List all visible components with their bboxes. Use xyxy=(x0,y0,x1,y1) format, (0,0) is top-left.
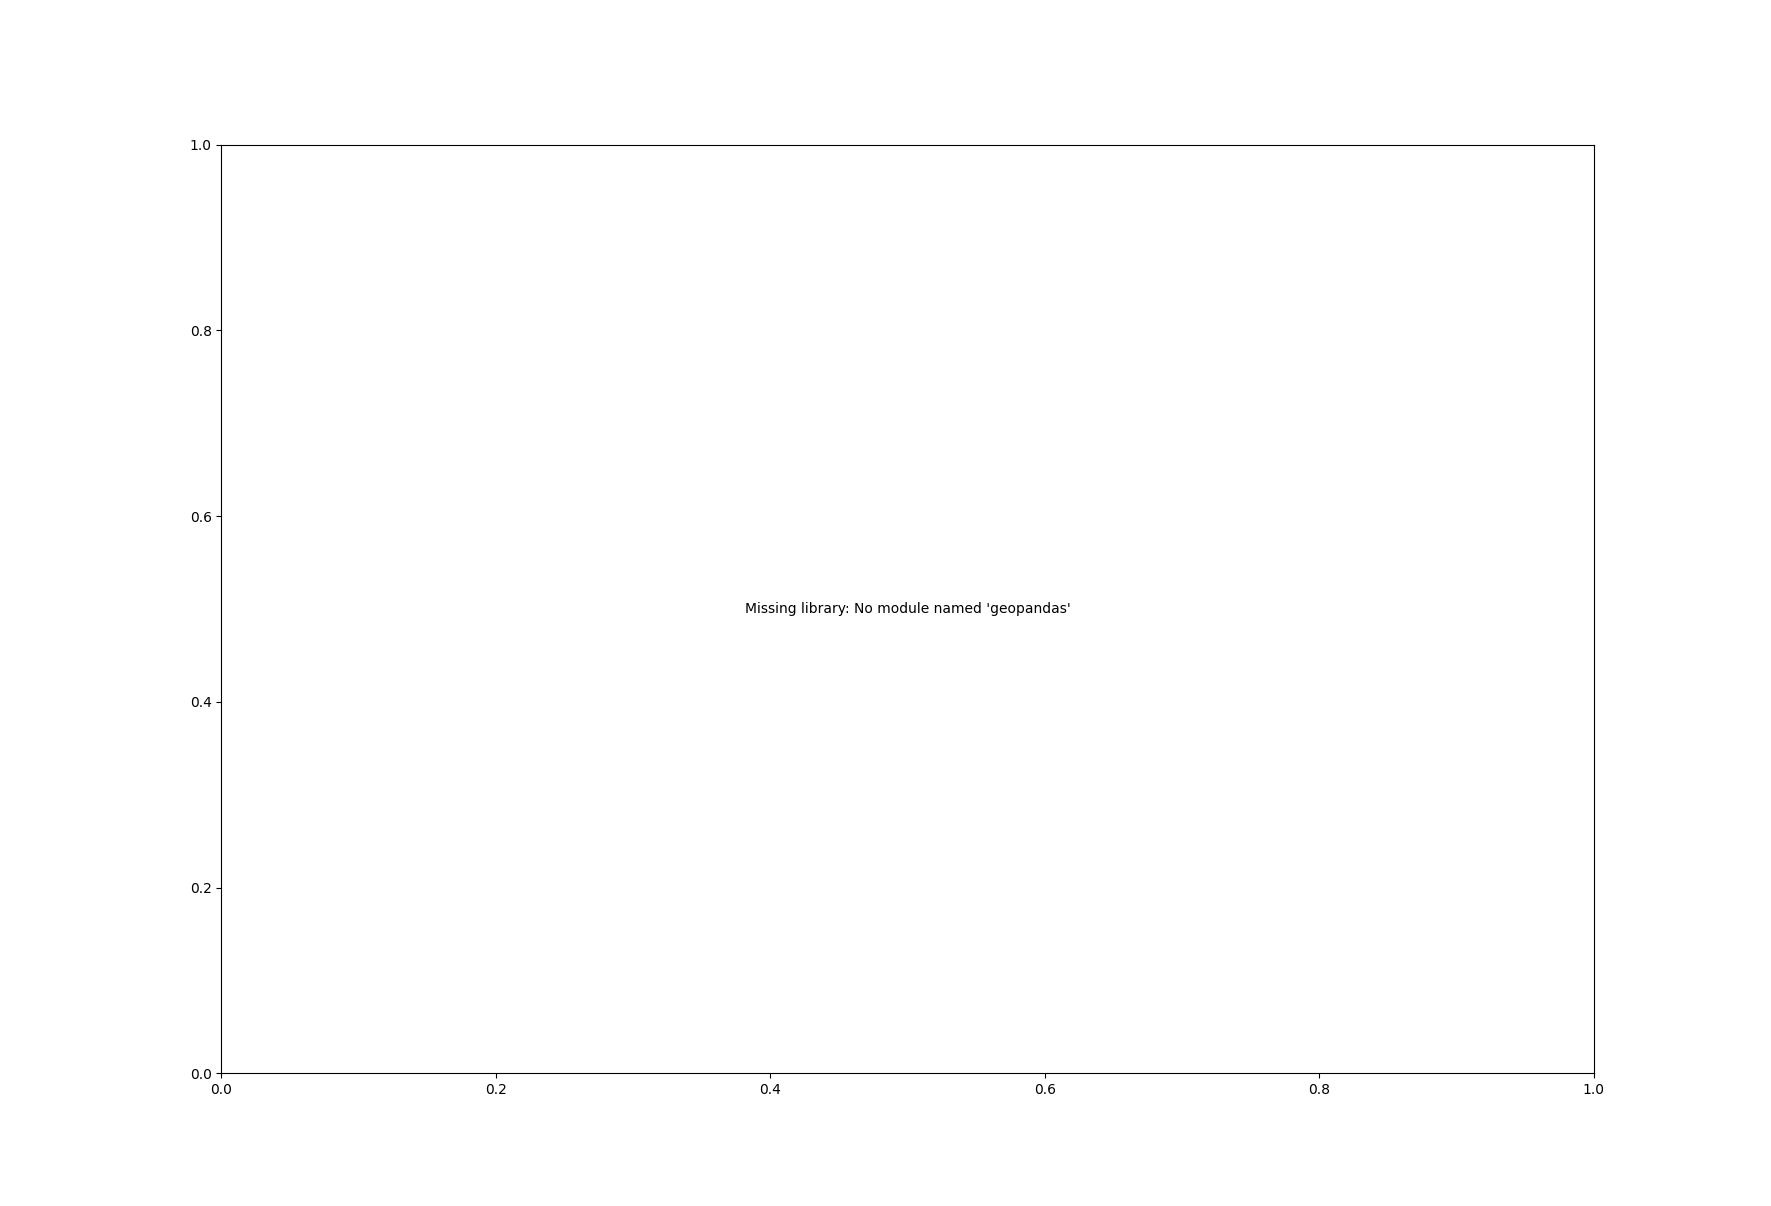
Text: Missing library: No module named 'geopandas': Missing library: No module named 'geopan… xyxy=(746,602,1070,616)
